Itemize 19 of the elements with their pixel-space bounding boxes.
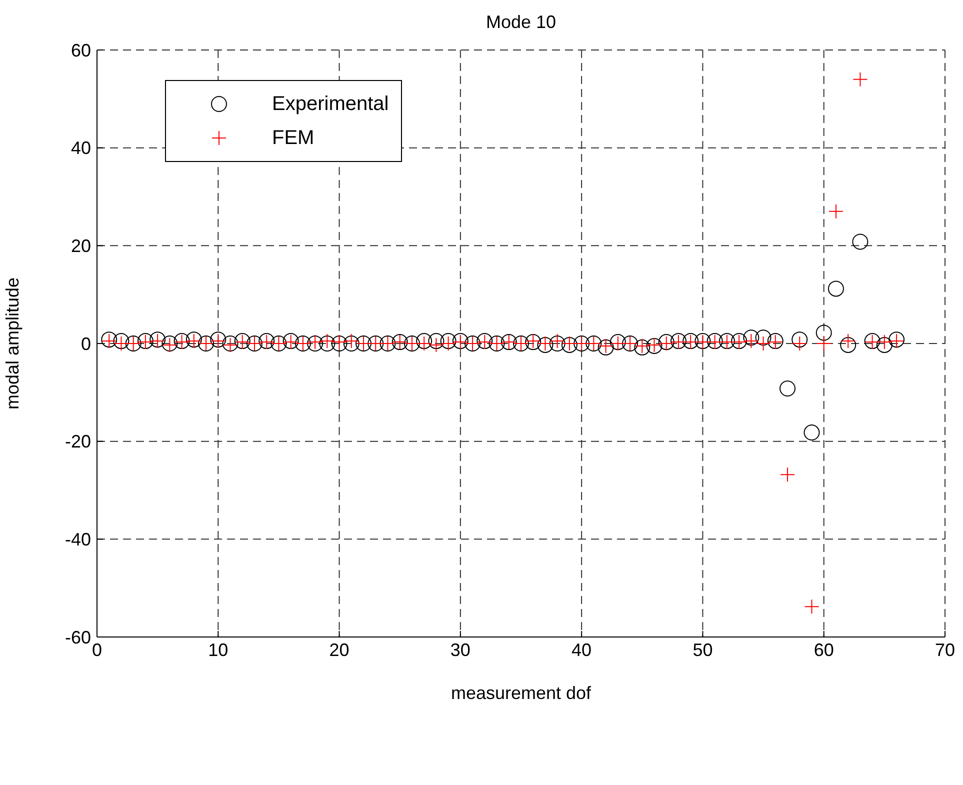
x-tick-label: 20 xyxy=(329,640,350,660)
legend-label: FEM xyxy=(272,126,314,150)
y-axis-title: modal amplitude xyxy=(2,277,22,410)
x-tick-label: 70 xyxy=(934,640,956,660)
y-tick-label: 60 xyxy=(70,40,91,60)
y-tick-label: 40 xyxy=(70,138,91,158)
x-axis-title: measurement dof xyxy=(450,683,592,703)
y-tick-label: -60 xyxy=(64,627,91,648)
chart-title: Mode 10 xyxy=(486,12,556,32)
y-tick-label: 0 xyxy=(80,334,91,354)
y-tick-label: 20 xyxy=(70,236,91,256)
x-tick-label: 10 xyxy=(208,640,228,660)
x-tick-label: 50 xyxy=(692,640,713,660)
x-tick-label: 60 xyxy=(814,640,834,660)
y-tick-label: -40 xyxy=(64,530,91,550)
x-tick-label: 40 xyxy=(572,640,592,660)
legend-label: Experimental xyxy=(272,92,389,116)
y-tick-label: -20 xyxy=(64,432,91,452)
x-tick-label: 30 xyxy=(450,640,470,660)
